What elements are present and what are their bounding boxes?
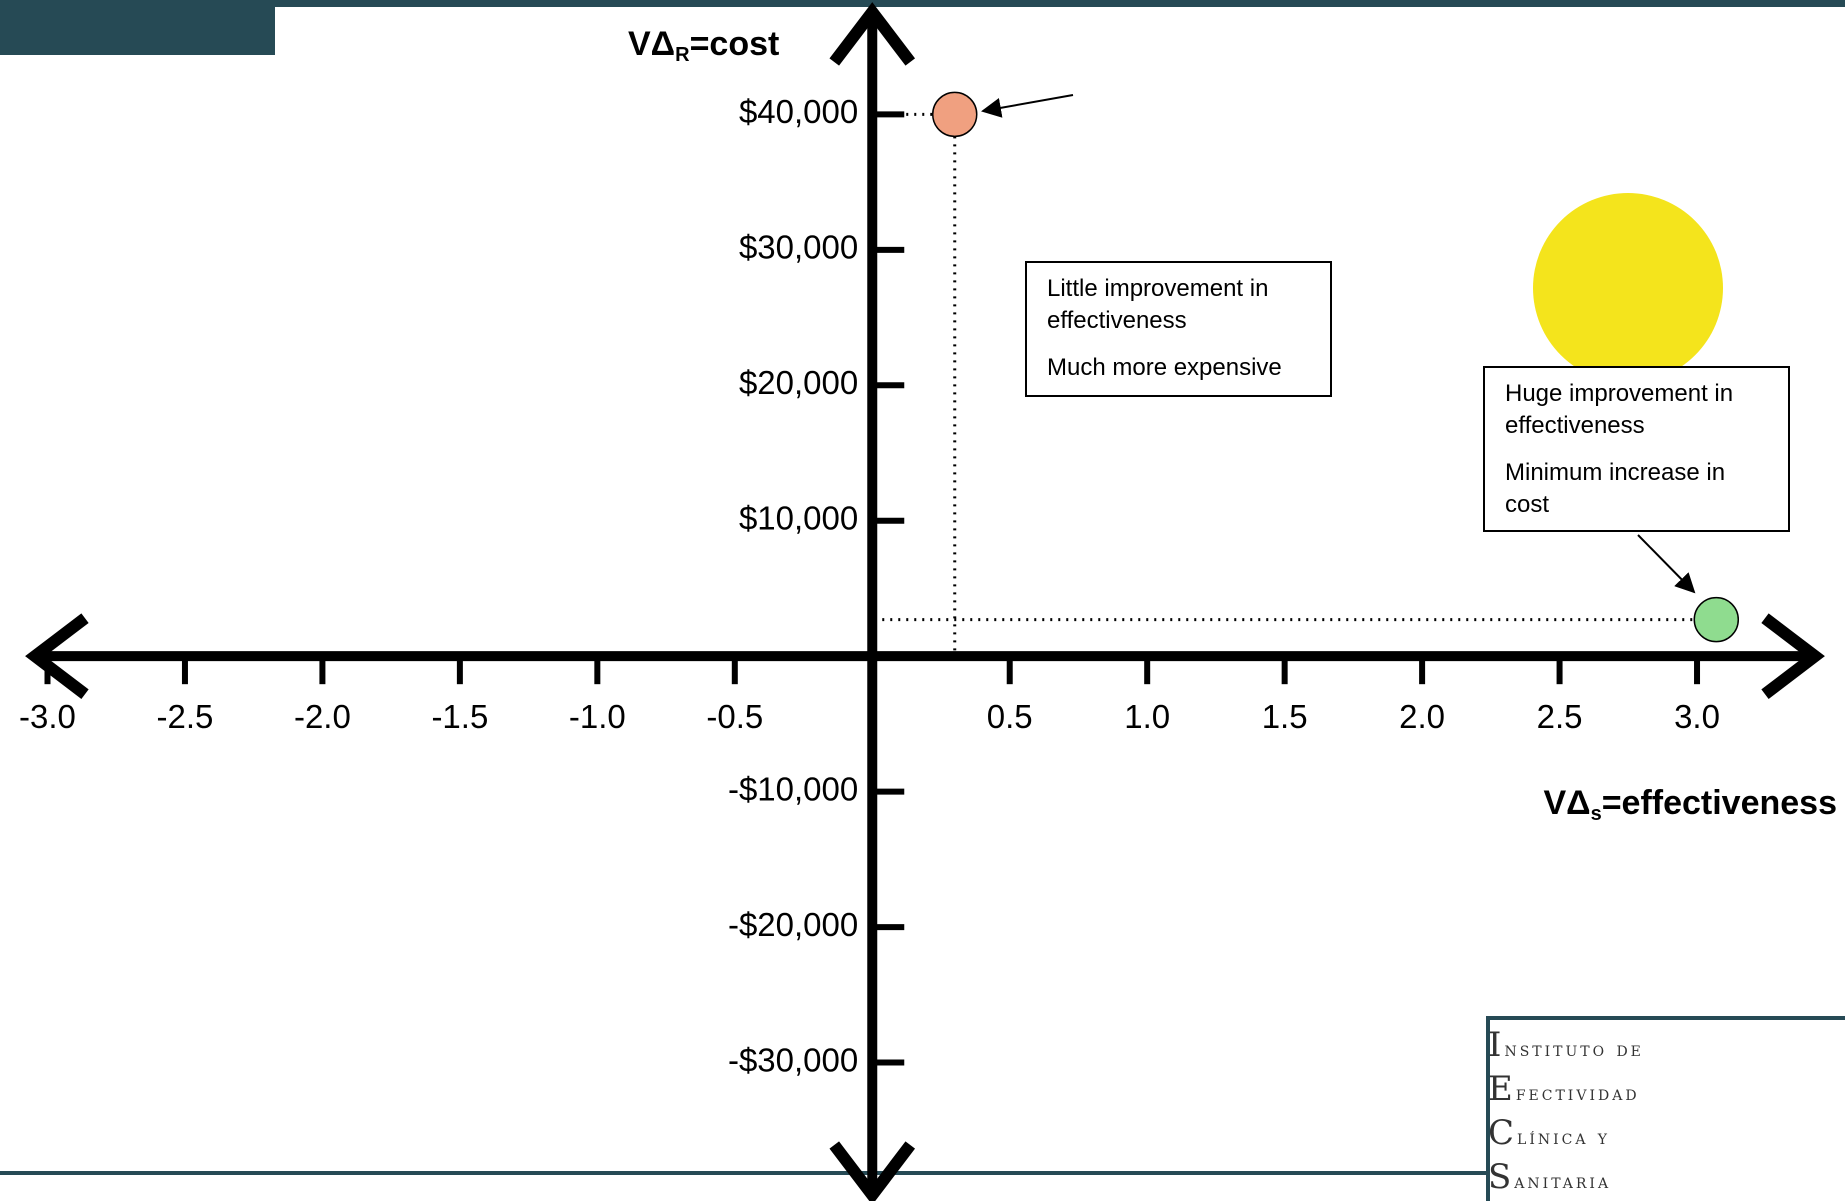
annotation-text: Huge improvement in effectiveness xyxy=(1505,380,1734,440)
annotation-text: Minimum increase in cost xyxy=(1505,458,1726,519)
y-tick-label: $20,000 xyxy=(739,364,858,401)
y-tick-label: -$30,000 xyxy=(728,1041,858,1078)
annotation-arrow xyxy=(1637,534,1696,594)
logo-frame xyxy=(1486,1016,1845,1201)
x-tick-label: -3.0 xyxy=(19,698,76,735)
y-tick-label: $10,000 xyxy=(739,499,858,536)
y-tick-label: -$20,000 xyxy=(728,906,858,943)
x-tick-label: 1.0 xyxy=(1124,698,1170,735)
y-axis-title: VΔR=cost xyxy=(628,25,779,66)
logo-line: Instituto de xyxy=(1488,1025,1644,1065)
y-tick-label: $30,000 xyxy=(739,229,858,266)
x-axis-title-sub: s xyxy=(1591,803,1602,825)
point xyxy=(1693,596,1740,643)
arrowhead xyxy=(829,1141,916,1201)
logo-line: Efectividad xyxy=(1488,1069,1640,1109)
x-tick-label: -1.0 xyxy=(569,698,626,735)
x-tick-label: -2.5 xyxy=(157,698,214,735)
decor-circle xyxy=(1533,193,1723,383)
x-tick-label: 2.5 xyxy=(1537,698,1583,735)
x-tick-label: 3.0 xyxy=(1674,698,1720,735)
x-tick-label: 0.5 xyxy=(987,698,1033,735)
arrowhead xyxy=(829,2,916,66)
x-tick-label: -0.5 xyxy=(706,698,763,735)
point xyxy=(931,91,978,138)
y-tick-label: $40,000 xyxy=(739,93,858,130)
arrowhead xyxy=(25,613,89,699)
x-axis-title: VΔs=effectiveness xyxy=(1543,784,1837,825)
annotation-text: Much more expensive xyxy=(1047,353,1282,381)
annotation-arrow xyxy=(981,94,1074,118)
y-axis-title-sub: R xyxy=(675,44,690,66)
y-axis-title-part: VΔ xyxy=(628,25,675,63)
x-tick-label: 2.0 xyxy=(1399,698,1445,735)
y-axis-title-part: =cost xyxy=(690,25,780,63)
annotation-box: Huge improvement in effectiveness Minimu… xyxy=(1483,366,1790,532)
logo: Instituto de Efectividad Clínica y Sanit… xyxy=(1488,1025,1644,1201)
top-block xyxy=(0,0,275,55)
x-axis-title-part: VΔ xyxy=(1543,784,1590,822)
x-tick-label: -1.5 xyxy=(431,698,488,735)
x-tick-label: 1.5 xyxy=(1262,698,1308,735)
annotation-box: Little improvement in effectiveness Much… xyxy=(1025,261,1332,397)
arrowhead xyxy=(1761,613,1825,699)
x-axis-title-part: =effectiveness xyxy=(1602,784,1837,822)
logo-line: Sanitaria xyxy=(1488,1157,1612,1197)
y-tick-label: -$10,000 xyxy=(728,770,858,807)
annotation-text: Little improvement in effectiveness xyxy=(1047,275,1269,335)
x-tick-label: -2.0 xyxy=(294,698,351,735)
logo-line: Clínica y xyxy=(1488,1113,1611,1153)
top-bar xyxy=(0,0,1845,7)
